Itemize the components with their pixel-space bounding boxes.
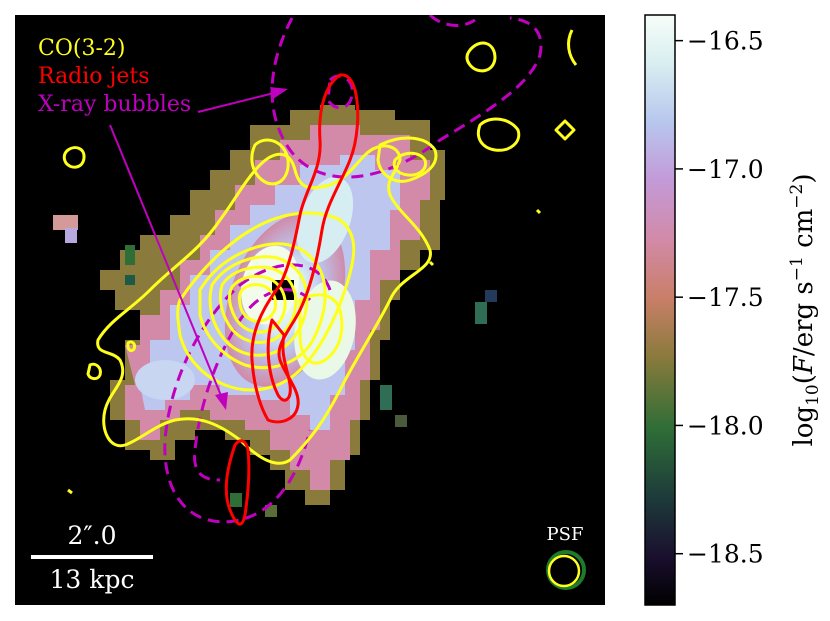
xray-edge [428,15,476,27]
co-blob-4 [465,41,497,73]
colorbar-ticks: −16.5 −17.0 −17.5 −18.0 −18.5 [675,27,764,569]
emission-pixel [125,275,135,285]
arrow-to-north-bubble [197,91,279,113]
xray-bubble-north [270,16,543,179]
arrow-to-south-bubble [109,124,223,399]
psf-marker: PSF [546,524,586,590]
scale-bar-physical: 13 kpc [50,565,135,594]
colorbar-label: log10(F/erg s−1 cm−2) [787,173,823,446]
radio-jet-inner [266,318,292,402]
scale-bar-angular: 2″.0 [67,521,116,550]
emission-pixel [380,385,392,410]
colorbar-bar [644,14,676,606]
radio-jets-contours [224,73,360,526]
co-contour-nw [250,138,290,186]
emission-map [53,15,578,526]
co-contour-7 [237,283,278,323]
colorbar-tick-label: −18.0 [687,411,764,440]
co-contour-2 [176,211,356,392]
emission-pixel [485,290,497,302]
co-blob-10 [67,488,73,495]
legend: CO(3-2) Radio jets X-ray bubbles [38,36,191,117]
colorbar-tick-label: −16.5 [687,27,764,56]
colorbar-tick-label: −18.5 [687,540,764,569]
colorbar-tick-label: −17.5 [687,283,764,312]
co-blob-3 [126,340,136,353]
emission-left-lobe [135,360,195,400]
psf-label: PSF [547,524,584,545]
scale-bar-line [31,555,153,559]
co-contour-3 [198,242,327,370]
legend-xray: X-ray bubbles [38,92,191,117]
scale-bar: 2″.0 13 kpc [31,521,153,594]
co-contour-6 [228,274,287,334]
radio-jet-south [224,439,251,526]
colorbar: −16.5 −17.0 −17.5 −18.0 −18.5 log10(F/erg s−… [644,14,823,606]
co-blob-1 [62,146,86,169]
emission-pixel [65,228,77,243]
co-blob-7 [567,29,578,66]
co-contour-east [298,293,344,365]
co-blob-6 [554,119,576,141]
image-panel: CO(3-2) Radio jets X-ray bubbles 2″.0 13… [15,15,605,605]
co-contour-ne-inner [392,151,428,177]
legend-radio: Radio jets [38,64,150,89]
co-blob-9 [428,260,435,267]
co-contours [62,29,578,495]
emission-pixel [125,245,135,265]
co-blob-8 [535,208,542,215]
co-blob-5 [476,117,521,152]
co-contour-5 [218,265,298,344]
co-contour-northeast [376,136,438,183]
emission-pixel [395,415,407,427]
legend-co: CO(3-2) [38,36,125,61]
annotation-arrows [109,87,288,410]
emission-pixel [53,215,78,230]
co-blob-2 [86,362,102,381]
emission-pixel [475,302,487,324]
colorbar-tick-label: −17.0 [687,155,764,184]
arrow-head-north [270,87,288,99]
emission-pixel [230,493,242,507]
radio-jet-main [250,73,360,424]
xray-bubble-south-inner [193,288,312,482]
psf-circle-inner [547,554,581,588]
arrow-head-south [215,392,228,410]
xray-bubble-south [163,263,332,524]
